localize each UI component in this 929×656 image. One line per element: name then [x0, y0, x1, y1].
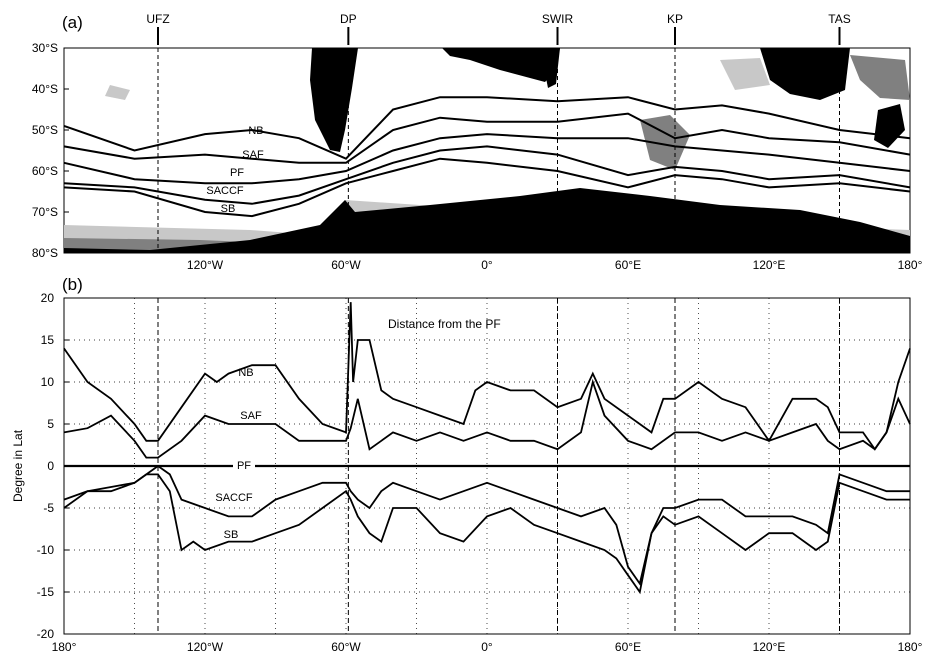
front-line-saf — [63, 112, 911, 164]
map-x-tick: 120°E — [753, 258, 786, 272]
front-line-nb — [63, 96, 911, 160]
map-x-tick-labels: 120°W 60°W 0° 60°E 120°E 180° — [187, 258, 923, 272]
front-line-saccf — [63, 145, 911, 205]
map-y-tick: 60°S — [32, 164, 58, 178]
y-tick-label: -5 — [43, 501, 54, 515]
feature-label-kp: KP — [667, 12, 683, 26]
land — [64, 48, 910, 253]
y-tick-label: 15 — [41, 333, 55, 347]
map-front-label-pf: PF — [230, 167, 244, 179]
y-tick-label: 20 — [41, 291, 55, 305]
series-label-pf: PF — [237, 460, 251, 472]
series-label-sb: SB — [224, 529, 239, 541]
x-tick-label: 180° — [898, 640, 923, 654]
map-front-label-nb: NB — [248, 125, 263, 137]
y-axis-label: Degree in Lat — [11, 429, 25, 502]
y-tick-label: -20 — [37, 627, 55, 641]
map-x-tick: 60°W — [331, 258, 361, 272]
feature-label-ufz: UFZ — [146, 12, 169, 26]
x-tick-label: 120°E — [753, 640, 786, 654]
front-line-sb — [63, 157, 911, 218]
feature-label-tas: TAS — [828, 12, 850, 26]
map-x-tick: 120°W — [187, 258, 224, 272]
x-tick-label: 0° — [481, 640, 493, 654]
x-tick-label: 120°W — [187, 640, 224, 654]
map-front-label-saf: SAF — [242, 149, 264, 161]
series-line-sb — [63, 473, 910, 595]
map-y-tick: 40°S — [32, 82, 58, 96]
x-tick-label: 60°E — [615, 640, 641, 654]
x-tick-labels: 180° 120°W 60°W 0° 60°E 120°E 180° — [52, 640, 923, 654]
series-label-saf: SAF — [240, 410, 262, 422]
series-line-saf — [63, 378, 911, 459]
front-lines — [63, 96, 911, 218]
series-labels: NB SAF PF SACCF SB — [215, 367, 262, 541]
series-line-saccf — [63, 464, 910, 586]
map-y-tick: 50°S — [32, 123, 58, 137]
y-tick-label: 5 — [47, 417, 54, 431]
panel-b-label: (b) — [62, 275, 83, 294]
series-label-saccf: SACCF — [215, 492, 253, 504]
map-front-label-sb: SB — [221, 203, 236, 215]
panel-a-label: (a) — [62, 13, 83, 32]
map-y-tick-labels: 30°S 40°S 50°S 60°S 70°S 80°S — [32, 41, 69, 260]
feature-dashed-lines-a — [157, 48, 840, 253]
x-tick-label: 60°W — [331, 640, 361, 654]
map-panel: 30°S 40°S 50°S 60°S 70°S 80°S 120°W 60°W 0° 60°E… — [32, 41, 923, 272]
map-front-labels: NB SAF PF SACCF SB — [206, 125, 264, 215]
map-front-label-saccf: SACCF — [206, 185, 244, 197]
map-y-tick: 80°S — [32, 246, 58, 260]
y-tick-label: 10 — [41, 375, 55, 389]
y-tick-label: -10 — [37, 543, 55, 557]
series-label-nb: NB — [238, 367, 253, 379]
map-x-tick: 180° — [898, 258, 923, 272]
x-tick-label: 180° — [52, 640, 77, 654]
series-line-nb — [63, 302, 911, 451]
y-tick-labels: 20 15 10 5 0 -5 -10 -15 -20 — [37, 291, 69, 641]
y-tick-label: -15 — [37, 585, 55, 599]
front-line-pf — [63, 133, 911, 185]
map-x-tick: 60°E — [615, 258, 641, 272]
feature-label-dp: DP — [340, 12, 357, 26]
distance-annotation: Distance from the PF — [388, 317, 501, 331]
map-y-tick: 30°S — [32, 41, 58, 55]
map-y-tick: 70°S — [32, 205, 58, 219]
feature-labels: UFZ DP SWIR KP TAS — [146, 12, 851, 45]
series-lines — [63, 302, 911, 595]
feature-label-swir: SWIR — [542, 12, 574, 26]
y-tick-label: 0 — [47, 459, 54, 473]
map-x-tick: 0° — [481, 258, 493, 272]
pf-label-bg — [233, 459, 255, 472]
